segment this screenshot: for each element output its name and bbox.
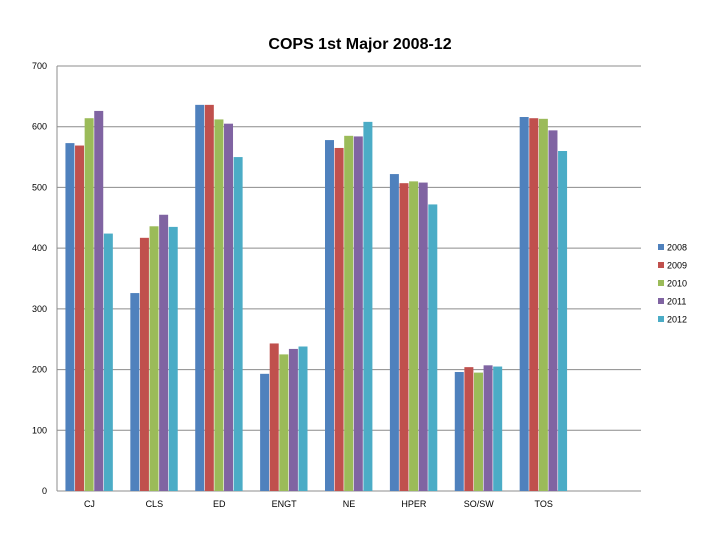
bar-2009-hper <box>399 183 409 491</box>
legend-label: 2012 <box>667 315 687 325</box>
y-tick-label: 400 <box>32 243 47 253</box>
bar-2011-cj <box>94 110 104 492</box>
y-tick-label: 200 <box>32 365 47 375</box>
bar-2011-hper <box>418 182 428 491</box>
bar-2012-engt <box>298 346 308 491</box>
bar-2010-engt <box>279 354 289 491</box>
legend-swatch <box>658 244 664 250</box>
bar-2008-ed <box>195 104 205 492</box>
legend-swatch <box>658 262 664 268</box>
bar-2009-ne <box>334 147 344 491</box>
x-tick-label: NE <box>343 499 356 509</box>
x-tick-label: CLS <box>146 499 164 509</box>
legend-label: 2011 <box>667 297 686 307</box>
y-tick-label: 300 <box>32 304 47 314</box>
bar-2009-so-sw <box>464 367 474 491</box>
bar-2009-cls <box>139 237 149 491</box>
y-tick-label: 100 <box>32 425 47 435</box>
bar-2012-cls <box>168 226 178 491</box>
x-tick-label: SO/SW <box>464 499 495 509</box>
bar-2012-tos <box>558 151 568 491</box>
x-tick-label: ED <box>213 499 226 509</box>
bar-2008-ne <box>325 140 334 491</box>
bar-2008-so-sw <box>454 372 464 491</box>
bar-2012-hper <box>428 204 438 491</box>
legend-swatch <box>658 316 664 322</box>
legend-label: 2008 <box>667 243 687 253</box>
x-axis-ticks: CJ CLS ED ENGT NE HPER SO/SW TOS <box>84 499 553 509</box>
bar-2012-ed <box>233 157 243 491</box>
y-tick-label: 500 <box>32 182 47 192</box>
x-tick-label: HPER <box>401 499 427 509</box>
bar-2009-tos <box>529 118 539 492</box>
bar-2011-ne <box>353 136 363 491</box>
bar-2011-ed <box>224 123 234 492</box>
bar-2010-ne <box>344 135 354 491</box>
legend-swatch <box>658 280 664 286</box>
y-tick-label: 700 <box>32 61 47 71</box>
bar-2012-so-sw <box>493 366 503 491</box>
bar-2010-cj <box>84 118 94 492</box>
legend-label: 2010 <box>667 279 687 289</box>
bar-2009-ed <box>204 104 214 492</box>
bar-2008-hper <box>389 174 399 491</box>
bar-2009-engt <box>269 343 279 491</box>
legend-label: 2009 <box>667 261 687 271</box>
legend: 2008 2009 2010 2011 2012 <box>658 243 687 325</box>
bar-2010-hper <box>409 181 419 492</box>
bar-2011-so-sw <box>483 365 493 491</box>
chart-title: COPS 1st Major 2008-12 <box>268 36 451 53</box>
bar-2010-tos <box>538 118 548 491</box>
bar-2010-cls <box>149 226 159 492</box>
x-tick-label: CJ <box>84 499 95 509</box>
bar-2008-cls <box>130 293 140 491</box>
bar-2009-cj <box>75 145 85 492</box>
bar-2008-cj <box>65 143 75 492</box>
y-tick-label: 0 <box>42 486 47 496</box>
bar-2010-so-sw <box>473 372 483 491</box>
bar-2010-ed <box>214 119 224 492</box>
bar-2011-cls <box>159 214 169 491</box>
bar-2011-tos <box>548 130 558 492</box>
y-axis-ticks: 0 100 200 300 400 500 600 700 <box>32 61 47 496</box>
bar-2012-cj <box>103 233 113 491</box>
bar-2008-engt <box>260 373 270 491</box>
legend-swatch <box>658 298 664 304</box>
bar-2008-tos <box>519 117 529 491</box>
y-tick-label: 600 <box>32 122 47 132</box>
bar-2012-ne <box>363 121 373 492</box>
bars <box>65 104 568 492</box>
bar-2011-engt <box>288 348 298 491</box>
x-tick-label: TOS <box>534 499 552 509</box>
x-tick-label: ENGT <box>272 499 298 509</box>
